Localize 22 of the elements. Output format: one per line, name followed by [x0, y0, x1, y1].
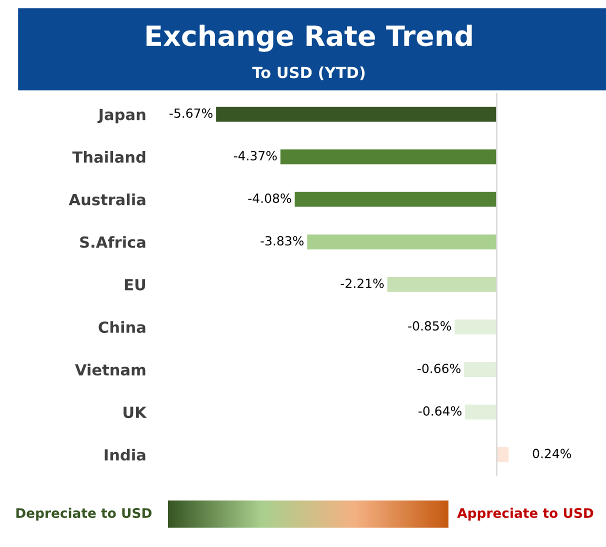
y-tick-label: Thailand	[72, 151, 146, 163]
y-tick-label: India	[104, 448, 146, 461]
chart-title: Exchange Rate Trend	[146, 24, 472, 52]
y-tick-label: UK	[124, 406, 147, 418]
text: Appreciate to USD	[457, 508, 594, 521]
data-label: -3.83%	[260, 236, 304, 246]
data-label: -4.08%	[248, 194, 292, 203]
data-label: -2.21%	[340, 278, 384, 288]
text: Depreciate to USD	[16, 508, 152, 521]
data-label: 0.24%	[532, 448, 572, 458]
data-label: -0.85%	[408, 321, 452, 331]
data-label: -0.66%	[418, 364, 460, 374]
y-tick-label: EU	[125, 279, 146, 290]
chart-subtitle: To USD (YTD)	[252, 66, 365, 80]
data-label: -0.64%	[418, 406, 462, 416]
y-tick-label: Vietnam	[74, 364, 146, 376]
data-label: -5.67%	[170, 108, 212, 118]
y-tick-label: Japan	[97, 108, 146, 124]
y-tick-label: Australia	[68, 194, 146, 206]
y-tick-label: S.Africa	[80, 236, 146, 248]
data-label: -4.37%	[234, 150, 277, 160]
y-tick-label: China	[98, 321, 146, 334]
